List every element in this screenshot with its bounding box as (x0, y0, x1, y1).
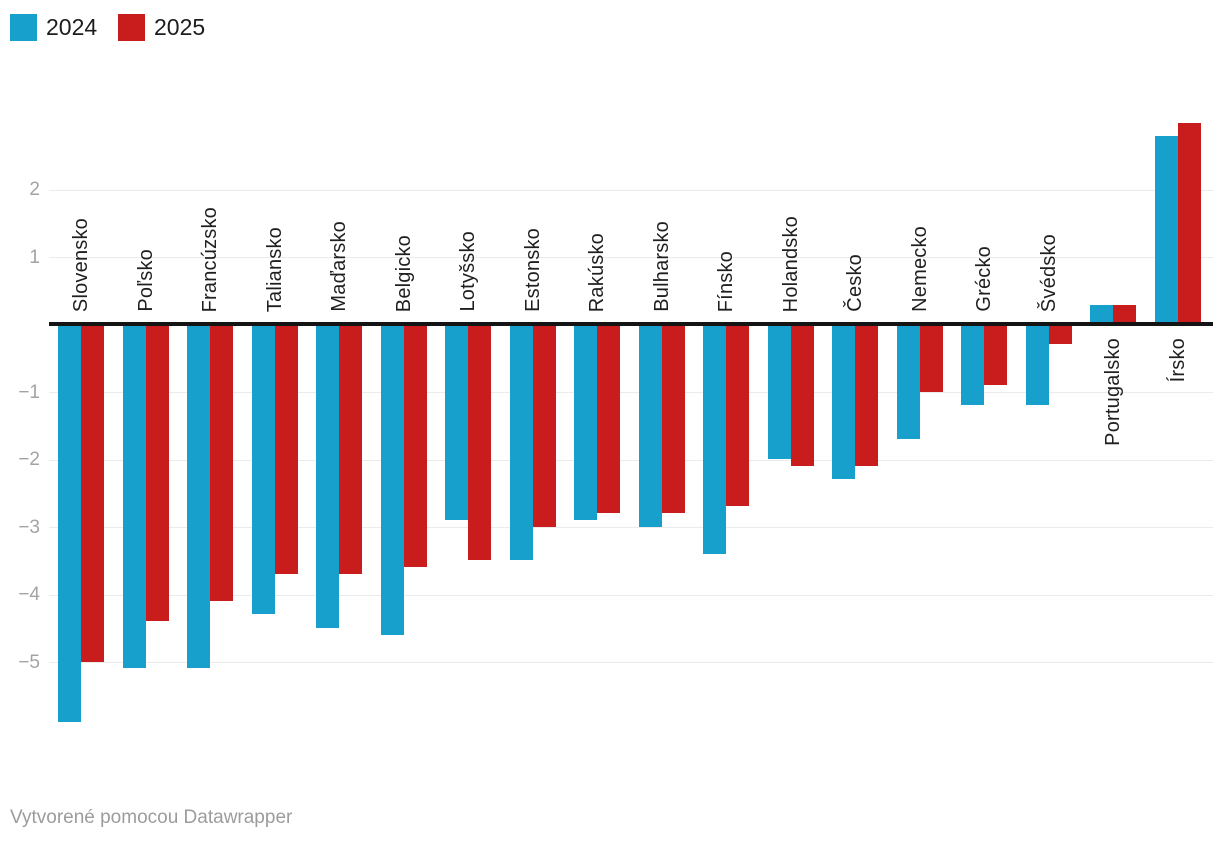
legend-swatch-2025 (118, 14, 145, 41)
gridline-1 (49, 257, 1213, 258)
bar-2025-Švédsko[interactable] (1048, 324, 1072, 345)
y-tick-label-1: 1 (29, 246, 40, 268)
bar-2024-Švédsko[interactable] (1025, 324, 1049, 405)
bar-2025-Slovensko[interactable] (81, 324, 104, 662)
category-label-Maďarsko: Maďarsko (328, 221, 351, 312)
category-label-Fínsko: Fínsko (715, 250, 738, 312)
category-label-Grécko: Grécko (973, 246, 996, 312)
bar-2025-Bulharsko[interactable] (661, 324, 685, 513)
zero-axis-line (49, 321, 1213, 326)
bar-2024-Estonsko[interactable] (509, 324, 533, 561)
gridline--1 (49, 392, 1213, 393)
bar-2025-Estonsko[interactable] (532, 324, 556, 527)
bar-2025-Nemecko[interactable] (919, 324, 943, 392)
bar-2025-Portugalsko[interactable] (1113, 304, 1137, 325)
category-label-Lotyšsko: Lotyšsko (457, 231, 480, 312)
bar-2024-Česko[interactable] (832, 324, 856, 480)
y-tick-label--1: −1 (18, 381, 40, 403)
chart-legend: 2024 2025 (0, 0, 1220, 55)
bar-2025-Belgicko[interactable] (403, 324, 427, 567)
bar-2025-Francúzsko[interactable] (210, 324, 234, 601)
bar-2024-Bulharsko[interactable] (638, 324, 662, 527)
bar-2025-Holandsko[interactable] (790, 324, 814, 466)
bar-2025-Rakúsko[interactable] (597, 324, 621, 513)
bar-2024-Poľsko[interactable] (122, 324, 146, 669)
category-label-Estonsko: Estonsko (521, 228, 544, 312)
bar-2025-Írsko[interactable] (1178, 122, 1201, 325)
y-tick-label--5: −5 (18, 651, 40, 673)
category-label-Nemecko: Nemecko (908, 226, 931, 312)
datawrapper-attribution-link[interactable]: Vytvorené pomocou Datawrapper (10, 807, 293, 828)
category-label-Bulharsko: Bulharsko (650, 221, 673, 312)
legend-label-2025: 2025 (154, 14, 206, 40)
y-tick-label--2: −2 (18, 449, 40, 470)
gridline--2 (49, 459, 1213, 461)
bar-2025-Taliansko[interactable] (274, 324, 298, 574)
category-label-Taliansko: Taliansko (263, 226, 286, 312)
category-label-Belgicko: Belgicko (392, 234, 415, 312)
gridline--5 (49, 662, 1213, 663)
bar-2024-Lotyšsko[interactable] (445, 324, 469, 520)
legend-label-2024: 2024 (46, 14, 98, 40)
bar-2024-Nemecko[interactable] (896, 324, 920, 439)
gridline--4 (49, 594, 1213, 596)
category-label-Rakúsko: Rakúsko (586, 232, 609, 312)
bar-2024-Rakúsko[interactable] (574, 324, 598, 520)
bar-2024-Belgicko[interactable] (380, 324, 404, 635)
bar-2025-Fínsko[interactable] (726, 324, 750, 507)
bar-2025-Lotyšsko[interactable] (468, 324, 492, 561)
bar-2024-Írsko[interactable] (1155, 136, 1178, 325)
y-tick-label-2: 2 (29, 179, 40, 200)
y-tick-label--3: −3 (18, 516, 40, 538)
category-label-Francúzsko: Francúzsko (199, 206, 222, 312)
bar-2024-Francúzsko[interactable] (187, 324, 211, 669)
bar-2024-Taliansko[interactable] (251, 324, 275, 615)
gridline--3 (49, 527, 1213, 528)
bar-2024-Maďarsko[interactable] (316, 324, 340, 628)
gridline-2 (49, 189, 1213, 191)
category-label-Švédsko: Švédsko (1037, 233, 1060, 312)
bar-2024-Fínsko[interactable] (703, 324, 727, 554)
bar-2024-Holandsko[interactable] (767, 324, 791, 459)
bar-2025-Česko[interactable] (855, 324, 879, 466)
category-label-Česko: Česko (844, 254, 867, 312)
bar-2024-Portugalsko[interactable] (1090, 304, 1114, 325)
bar-2025-Maďarsko[interactable] (339, 324, 363, 574)
bar-2025-Poľsko[interactable] (145, 324, 169, 621)
category-label-Írsko: Írsko (1167, 338, 1189, 383)
legend-swatch-2024 (10, 14, 37, 41)
bar-2025-Grécko[interactable] (984, 324, 1008, 385)
category-label-Slovensko: Slovensko (70, 217, 92, 312)
y-tick-label--4: −4 (18, 584, 40, 605)
category-label-Poľsko: Poľsko (134, 249, 157, 312)
category-label-Holandsko: Holandsko (779, 215, 802, 312)
bar-2024-Slovensko[interactable] (58, 324, 81, 723)
bar-2024-Grécko[interactable] (961, 324, 985, 405)
category-label-Portugalsko: Portugalsko (1102, 338, 1125, 446)
